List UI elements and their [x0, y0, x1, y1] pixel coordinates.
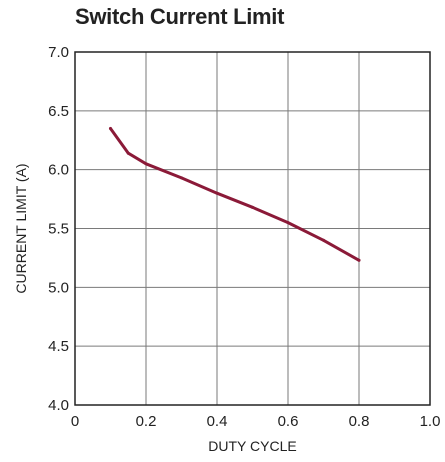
grid [74, 51, 431, 406]
x-axis-label: DUTY CYCLE [208, 438, 296, 454]
data-point [322, 238, 325, 242]
data-point [215, 191, 219, 195]
x-tick-label: 0.8 [349, 413, 370, 430]
x-tick-label: 0.2 [136, 413, 157, 430]
data-point [109, 126, 112, 130]
y-tick-labels: 4.0 4.5 5.0 5.5 6.0 6.5 7.0 [48, 44, 69, 414]
x-tick-label: 1.0 [420, 413, 441, 430]
y-tick-label: 5.5 [48, 221, 69, 238]
x-tick-label: 0.6 [278, 413, 299, 430]
y-tick-label: 7.0 [48, 44, 69, 61]
y-tick-label: 5.0 [48, 279, 69, 296]
series-line [109, 127, 361, 262]
plot-frame [74, 51, 431, 406]
y-tick-label: 6.0 [48, 162, 69, 179]
y-tick-label: 6.5 [48, 103, 69, 120]
y-tick-label: 4.5 [48, 338, 69, 355]
y-axis-label: CURRENT LIMIT (A) [13, 163, 29, 293]
chart-title: Switch Current Limit [75, 4, 285, 29]
x-tick-label: 0.4 [207, 413, 228, 430]
data-point [126, 151, 130, 155]
x-tick-labels: 0 0.2 0.4 0.6 0.8 1.0 [71, 413, 441, 430]
data-point [144, 162, 148, 166]
data-point [286, 221, 290, 225]
data-points [109, 126, 361, 262]
data-point [251, 205, 254, 209]
x-tick-label: 0 [71, 413, 79, 430]
data-point [180, 176, 183, 180]
y-tick-label: 4.0 [48, 397, 69, 414]
data-point [357, 258, 361, 262]
